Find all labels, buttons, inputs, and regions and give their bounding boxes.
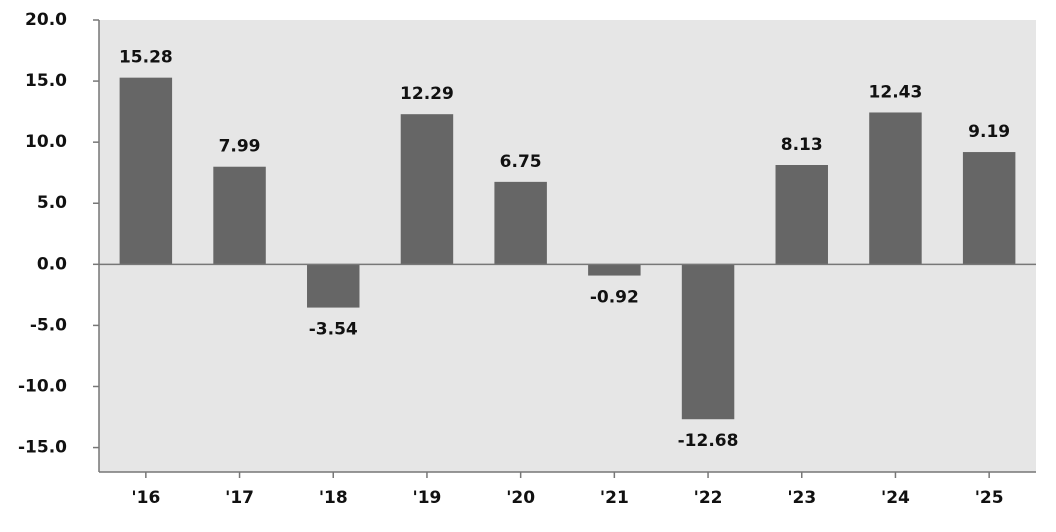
x-tick-label: '22 — [694, 488, 723, 508]
y-tick-label: 10.0 — [25, 132, 67, 152]
bar — [400, 114, 454, 265]
x-tick-label: '17 — [225, 488, 254, 508]
x-tick-label: '24 — [881, 488, 910, 508]
value-label: 8.13 — [781, 135, 823, 155]
bar — [962, 152, 1016, 265]
x-tick-label: '20 — [506, 488, 535, 508]
value-label: -3.54 — [309, 320, 358, 340]
y-tick-label: -10.0 — [18, 376, 67, 396]
x-tick-label: '18 — [319, 488, 348, 508]
x-tick-label: '21 — [600, 488, 629, 508]
value-label: 12.29 — [400, 84, 454, 104]
y-tick-label: -5.0 — [30, 315, 67, 335]
x-tick-label: '23 — [787, 488, 816, 508]
value-label: 12.43 — [869, 82, 923, 102]
bar — [681, 264, 735, 420]
value-label: 7.99 — [219, 137, 261, 157]
bar — [775, 165, 828, 265]
bar — [213, 166, 266, 265]
bar — [494, 181, 547, 265]
value-label: 9.19 — [968, 122, 1010, 142]
bar — [588, 264, 641, 276]
y-tick-label: 5.0 — [37, 193, 67, 213]
value-label: 15.28 — [119, 48, 173, 68]
value-label: 6.75 — [500, 152, 542, 172]
y-tick-label: 20.0 — [25, 10, 67, 30]
x-tick-label: '16 — [131, 488, 160, 508]
bar — [119, 77, 173, 265]
bar — [307, 264, 360, 308]
bar — [869, 112, 922, 265]
value-label: -12.68 — [678, 431, 739, 451]
x-tick-label: '25 — [975, 488, 1004, 508]
y-tick-label: -15.0 — [18, 438, 67, 458]
y-tick-label: 0.0 — [37, 254, 67, 274]
x-tick-label: '19 — [413, 488, 442, 508]
y-tick-label: 15.0 — [25, 71, 67, 91]
value-label: -0.92 — [590, 288, 639, 308]
